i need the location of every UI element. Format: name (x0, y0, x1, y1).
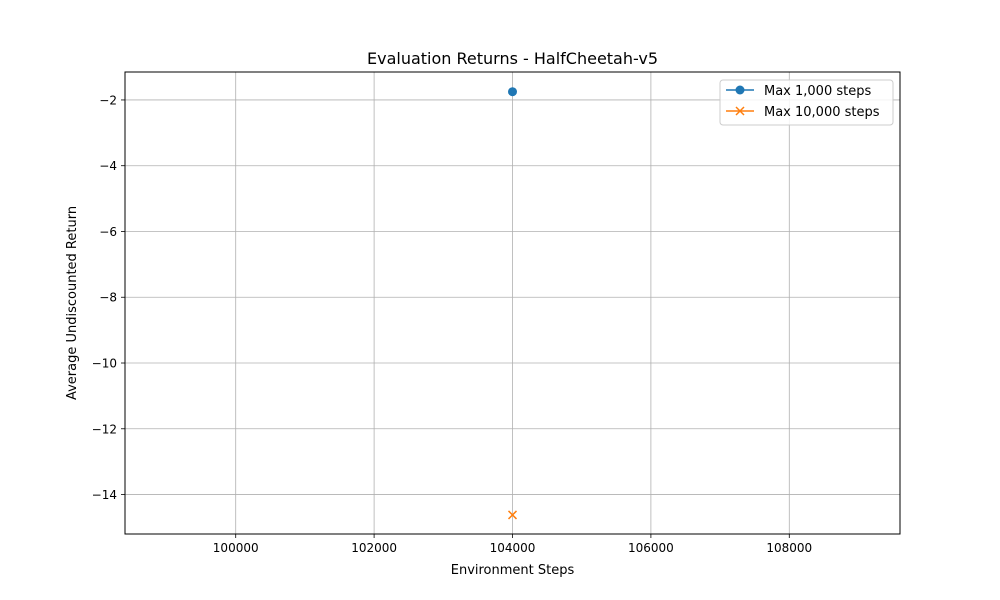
y-axis: −2 −4 −6 −8 −10 −12 −14 (92, 93, 125, 502)
y-tick-label: −12 (92, 422, 117, 436)
y-tick-label: −6 (99, 225, 117, 239)
grid-lines (125, 72, 900, 534)
x-axis: 100000 102000 104000 106000 108000 (213, 534, 812, 555)
legend-box (719, 79, 894, 126)
data-points (507, 87, 518, 520)
y-axis-label: Average Undiscounted Return (65, 206, 80, 400)
x-tick-label: 104000 (490, 541, 536, 555)
x-axis-label: Environment Steps (451, 563, 575, 578)
x-tick-label: 100000 (213, 541, 259, 555)
y-tick-label: −14 (92, 488, 117, 502)
x-tick-label: 108000 (766, 541, 812, 555)
x-tick-label: 106000 (628, 541, 674, 555)
legend-marker-circle-icon (735, 85, 745, 95)
chart-title: Evaluation Returns - HalfCheetah-v5 (367, 49, 658, 68)
y-tick-label: −2 (99, 93, 117, 107)
legend-marker-x-icon (735, 106, 745, 116)
y-tick-label: −10 (92, 357, 117, 371)
data-point-series-1 (507, 510, 518, 520)
y-tick-label: −4 (99, 159, 117, 173)
data-point-series-0 (508, 87, 517, 97)
legend: Max 1,000 steps Max 10,000 steps (719, 79, 894, 126)
legend-label-max-10000-steps: Max 10,000 steps (764, 105, 880, 120)
y-tick-label: −8 (99, 291, 117, 305)
x-tick-label: 102000 (351, 541, 397, 555)
legend-label-max-1000-steps: Max 1,000 steps (764, 84, 871, 99)
